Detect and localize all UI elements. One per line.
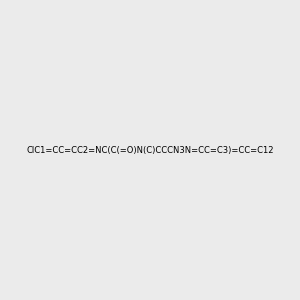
Text: ClC1=CC=CC2=NC(C(=O)N(C)CCCN3N=CC=C3)=CC=C12: ClC1=CC=CC2=NC(C(=O)N(C)CCCN3N=CC=C3)=CC…: [26, 146, 274, 154]
